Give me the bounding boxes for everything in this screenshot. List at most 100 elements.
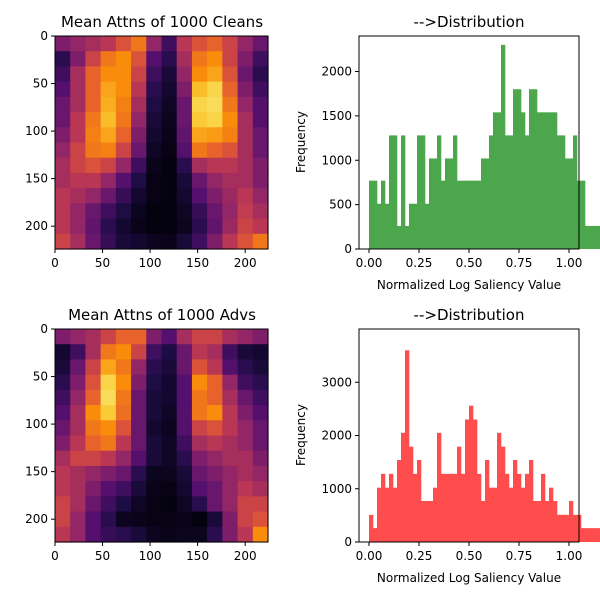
heatmap-clean-cell (176, 188, 193, 204)
heatmap-clean-cell (237, 203, 254, 220)
histogram-clean-panel: -->Distribution Normalized Log Saliency … (294, 13, 600, 292)
heatmap-adv-cell (55, 481, 71, 497)
heatmap-adv-cell (146, 420, 163, 437)
heatmap-clean-cell (237, 81, 254, 98)
heatmap-clean-cell (55, 81, 71, 98)
heatmap-clean-cell (222, 157, 239, 174)
heatmap-adv-cell (176, 359, 193, 376)
heatmap-clean-xtick-label: 100 (139, 256, 162, 270)
heatmap-clean-cell (161, 81, 178, 98)
histogram-adv-bar (489, 487, 494, 542)
heatmap-adv-cell (70, 496, 87, 513)
histogram-adv-bar (473, 419, 478, 542)
heatmap-clean-cell (55, 36, 71, 52)
heatmap-clean-cell (146, 157, 163, 174)
heatmap-adv-cell (55, 344, 71, 361)
heatmap-clean-cell (70, 218, 87, 235)
heatmap-clean-cell (176, 51, 193, 68)
heatmap-clean-cell (252, 127, 269, 144)
heatmap-adv-cell (55, 329, 71, 345)
histogram-adv-bar (485, 459, 490, 542)
heatmap-clean-cell (131, 142, 147, 159)
heatmap-clean-cell (85, 96, 102, 113)
heatmap-clean-cell (252, 203, 269, 220)
heatmap-adv-cell (176, 374, 193, 391)
histogram-clean-bar (441, 180, 446, 249)
heatmap-clean-cell (161, 172, 178, 189)
heatmap-clean-cell (222, 112, 239, 128)
histogram-adv-bar (429, 500, 434, 542)
heatmap-adv-cell (161, 344, 178, 361)
heatmap-adv-cell (85, 389, 102, 406)
heatmap-adv-cell (161, 359, 178, 376)
heatmap-adv-xtick-label: 50 (95, 549, 110, 563)
heatmap-clean-cell (115, 127, 132, 144)
heatmap-clean-cell (222, 233, 239, 250)
heatmap-clean-cell (85, 188, 102, 204)
heatmap-clean-cell (237, 172, 254, 189)
histogram-clean-bar (493, 112, 498, 249)
heatmap-clean-cell (191, 142, 208, 159)
heatmap-adv-cell (191, 450, 208, 467)
heatmap-adv-cell (252, 374, 269, 391)
heatmap-adv-cell (222, 511, 239, 528)
heatmap-clean-cell (237, 188, 254, 204)
heatmap-clean-cell (100, 157, 117, 174)
heatmap-clean-cell (70, 96, 87, 113)
heatmap-adv-cell (85, 405, 102, 421)
heatmap-adv-cell (70, 420, 87, 437)
histogram-clean-bar (373, 180, 378, 249)
histogram-adv-bar (581, 528, 586, 542)
heatmap-adv-cell (176, 465, 193, 482)
histogram-clean-ylabel: Frequency (294, 111, 308, 173)
heatmap-adv-cell (237, 511, 254, 528)
heatmap-clean-cell (70, 112, 87, 128)
histogram-clean-bar (525, 135, 530, 249)
heatmap-adv-cell (222, 435, 239, 452)
histogram-adv-bar (453, 473, 458, 542)
histogram-adv-xtick-label: 0.25 (406, 549, 433, 563)
histogram-clean-xtick-label: 1.00 (556, 256, 583, 270)
histogram-adv-bar (445, 473, 450, 542)
heatmap-adv-cell (237, 496, 254, 513)
heatmap-clean-cell (191, 36, 208, 52)
heatmap-clean-cell (237, 233, 254, 250)
heatmap-adv-cell (207, 389, 223, 406)
heatmap-adv-cell (70, 511, 87, 528)
heatmap-clean-cell (85, 157, 102, 174)
heatmap-clean-cell (252, 218, 269, 235)
heatmap-adv-cell (222, 496, 239, 513)
histogram-clean-bar (481, 158, 486, 249)
histogram-clean-bar (465, 180, 470, 249)
heatmap-adv-cell (85, 435, 102, 452)
histogram-adv-bar (393, 487, 398, 542)
histogram-clean-bar (573, 135, 578, 249)
histogram-clean-bar (377, 203, 382, 249)
heatmap-adv-cell (131, 374, 147, 391)
histogram-adv-bar (381, 473, 386, 542)
histogram-clean-bar (437, 135, 442, 249)
histogram-clean-bar (369, 180, 374, 249)
histogram-clean-bar (425, 203, 430, 249)
heatmap-adv-cell (115, 389, 132, 406)
heatmap-adv-cell (222, 465, 239, 482)
heatmap-adv-ytick-label: 100 (25, 417, 48, 431)
heatmap-clean-cell (161, 112, 178, 128)
heatmap-adv-xtick-label: 100 (139, 549, 162, 563)
heatmap-clean-cell (191, 218, 208, 235)
heatmap-clean-cell (55, 172, 71, 189)
heatmap-clean-ytick-label: 200 (25, 219, 48, 233)
heatmap-adv-cell (176, 526, 193, 543)
histogram-clean-bar (585, 225, 590, 249)
histogram-adv-bar (373, 528, 378, 542)
heatmap-adv-cell (191, 405, 208, 421)
histogram-adv-xtick-label: 0.00 (356, 549, 383, 563)
heatmap-clean-cell (115, 218, 132, 235)
heatmap-clean-cell (161, 218, 178, 235)
heatmap-adv-cell (55, 511, 71, 528)
heatmap-adv-cell (85, 420, 102, 437)
heatmap-adv-cell (146, 329, 163, 345)
heatmap-adv-cell (207, 344, 223, 361)
heatmap-clean-cell (131, 233, 147, 250)
heatmap-adv-cell (131, 359, 147, 376)
